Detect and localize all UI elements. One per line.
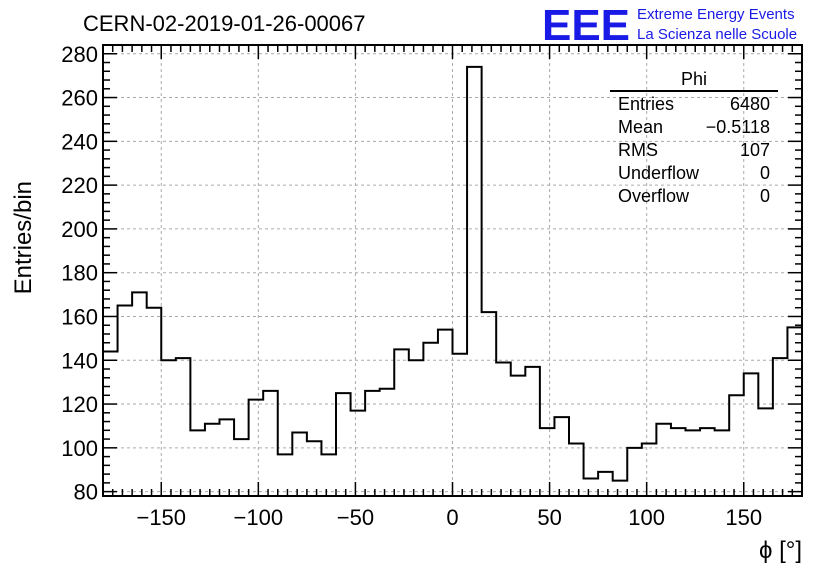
x-tick-label: −50 [337,505,374,530]
stats-value: 0 [760,163,770,183]
histogram-bin [292,433,307,496]
stats-rows: Entries 6480 Mean −0.5118 RMS 107 Underflow 0 Ov… [618,94,770,206]
stats-value: 0 [760,186,770,206]
histogram-bin [656,424,671,496]
x-tick-label: 0 [446,505,458,530]
histogram-bin [205,424,220,496]
histogram-outline [103,65,802,482]
histogram-bin [511,376,526,496]
histogram-bin [394,349,409,496]
y-tick-label: 260 [61,86,98,111]
histogram-bin [715,430,730,496]
stats-box: Phi Entries 6480 Mean −0.5118 RMS 107 Underflo… [610,69,778,206]
histogram-bin [744,373,759,496]
grid-lines [103,45,802,496]
histogram-bin [234,439,249,496]
histogram-bin [190,430,205,496]
y-axis-label: Entries/bin [10,181,37,294]
histogram-bin [496,362,511,496]
stats-label: Mean [618,117,663,137]
histogram-bin [700,428,715,496]
histogram-bin [773,358,788,496]
histogram-bin [147,308,162,496]
histogram-bin [220,419,235,496]
histogram-bin [176,358,191,496]
histogram-bin [132,292,147,496]
stats-label: Entries [618,94,674,114]
y-tick-label: 100 [61,436,98,461]
histogram-bin [729,395,744,496]
stats-value: −0.5118 [706,117,770,137]
eee-logo-mark: EEE [542,1,630,50]
y-tick-label: 160 [61,304,98,329]
histogram-bin [554,417,569,496]
y-tick-label: 240 [61,129,98,154]
stats-label: RMS [618,140,658,160]
logo-line-1: Extreme Energy Events [637,6,795,23]
x-axis-label: ϕ [°] [759,537,802,564]
histogram-bin [161,360,176,496]
histogram-bin [584,478,599,496]
histogram-bin [380,389,395,496]
histogram-bin [278,454,293,496]
histogram-bin [787,327,802,496]
histogram-bin [613,481,628,496]
x-tick-label: 150 [725,505,762,530]
y-axis: 80 100 120 140 160 180 200 220 240 260 280 [61,42,802,505]
histogram-bin [758,408,773,496]
y-tick-label: 280 [61,42,98,67]
x-tick-label: 100 [628,505,665,530]
histogram-bin [423,343,438,496]
x-tick-label: −150 [136,505,186,530]
histogram-bin [598,472,613,496]
histogram-series [103,65,802,496]
histogram-bin [336,393,351,496]
y-tick-label: 180 [61,261,98,286]
histogram-bin [321,454,336,496]
histogram-bin [642,443,657,496]
y-tick-label: 120 [61,392,98,417]
y-tick-label: 220 [61,173,98,198]
histogram-bin [482,312,497,496]
logo-line-2: La Scienza nelle Scuole [637,26,797,43]
histogram-bin [409,360,424,496]
histogram-bin [351,411,366,496]
x-tick-label: −100 [234,505,284,530]
histogram-bin [249,400,264,496]
histogram-bin [627,448,642,496]
histogram-bin [569,443,584,496]
y-tick-label: 80 [74,480,98,505]
stats-value: 6480 [730,94,770,114]
stats-box-title: Phi [681,69,707,89]
x-tick-label: 50 [537,505,561,530]
histogram-bin [453,354,468,496]
histogram-bin [307,441,322,496]
histogram-bin [686,430,701,496]
stats-label: Overflow [618,186,690,206]
stats-value: 107 [740,140,770,160]
histogram-bin [365,391,380,496]
x-axis: −150 −100 −50 0 50 100 150 [111,45,794,530]
chart-title: CERN-02-2019-01-26-00067 [83,11,366,36]
y-tick-label: 140 [61,348,98,373]
histogram-bin [438,330,453,496]
histogram-bin [118,306,133,496]
histogram-bin [540,428,555,496]
stats-label: Underflow [618,163,700,183]
histogram-bin [467,67,482,496]
histogram-bin [525,367,540,496]
histogram-bin [671,428,686,496]
y-tick-label: 200 [61,217,98,242]
histogram-bin [263,391,278,496]
eee-logo: EEE Extreme Energy Events La Scienza nel… [542,1,797,50]
